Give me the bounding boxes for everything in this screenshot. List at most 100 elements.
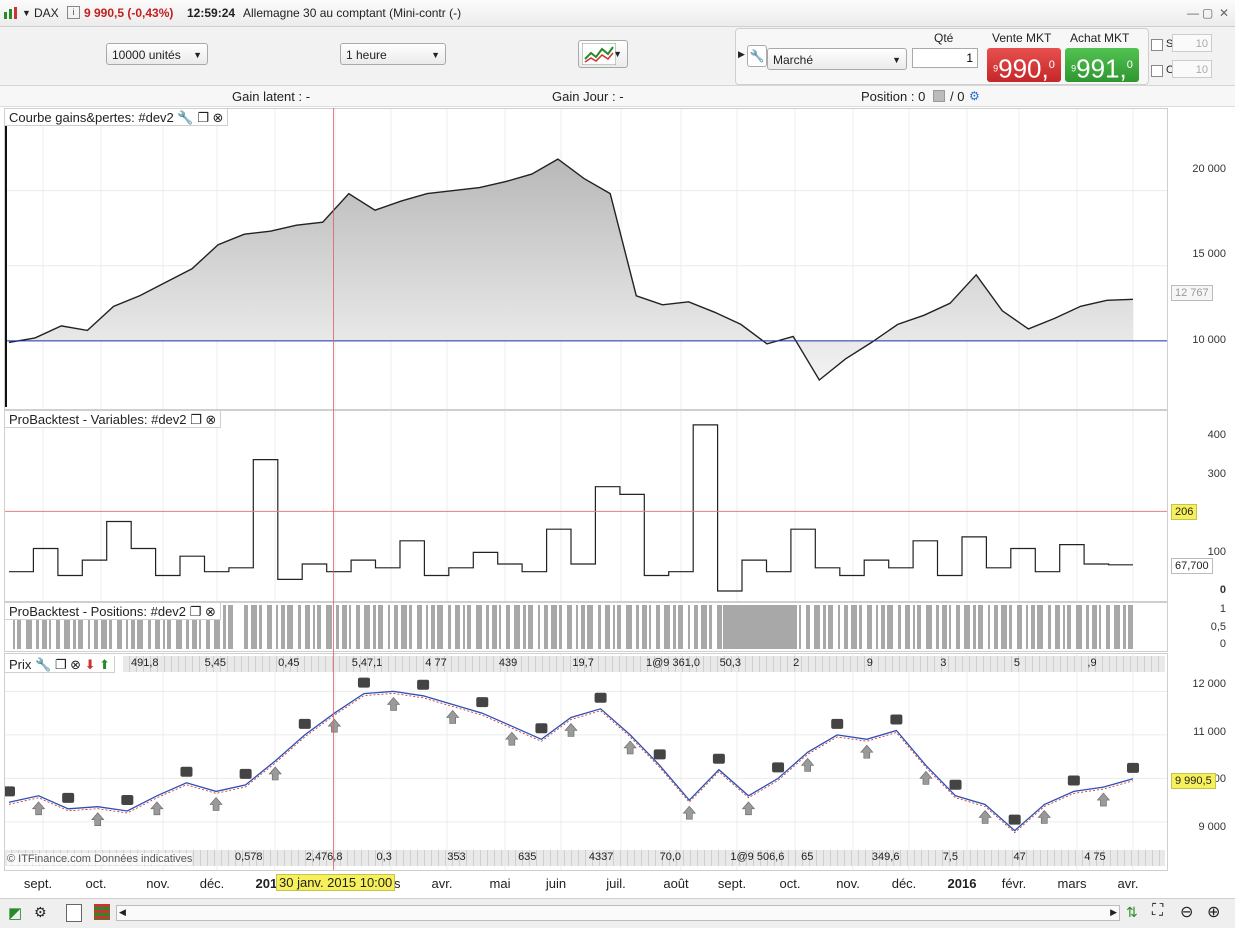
buy-marker [91, 812, 105, 826]
buy-marker [31, 801, 46, 816]
info-icon[interactable]: i [67, 6, 80, 19]
indicator-icon[interactable]: ⚙ [34, 904, 47, 920]
price-chart[interactable] [5, 654, 1167, 870]
s-checkbox[interactable] [1151, 39, 1163, 51]
position-bar [994, 605, 998, 649]
position-bar [287, 605, 293, 649]
positions-chart[interactable] [5, 603, 1167, 651]
band-value: 4 75 [1084, 851, 1106, 863]
position-bar [823, 605, 826, 649]
position-bar [267, 605, 272, 649]
cursor-line [333, 108, 334, 870]
buy-marker [564, 723, 578, 737]
position-bar [342, 605, 347, 649]
window-icon[interactable]: ❐ [189, 604, 202, 619]
buy-marker [682, 805, 696, 820]
y-tick: 100 [1207, 546, 1226, 558]
units-dropdown[interactable]: 10000 unités ▼ [106, 43, 208, 65]
x-axis-label: sept. [717, 876, 747, 891]
position-bar [814, 605, 820, 649]
y-tick: 11 000 [1193, 726, 1226, 738]
scroll-left-icon[interactable]: ◀ [119, 907, 126, 917]
maximize-button[interactable]: ▢ [1202, 6, 1214, 20]
calculator-icon[interactable] [933, 90, 945, 102]
position-bar [956, 605, 960, 649]
variables-chart[interactable] [5, 411, 1167, 601]
interval-dropdown[interactable]: 1 heure ▼ [340, 43, 446, 65]
position-bar [167, 605, 171, 649]
order-type-dropdown[interactable]: Marché ▼ [767, 48, 907, 70]
scroll-right-icon[interactable]: ▶ [1110, 907, 1117, 917]
qty-input[interactable] [912, 48, 978, 68]
expand-arrow-icon[interactable]: ▶ [738, 49, 745, 59]
chevron-down-icon: ▼ [613, 49, 622, 59]
band-value: 47 [1013, 851, 1026, 863]
position-bar [1063, 605, 1065, 649]
close-icon[interactable]: ⊗ [204, 604, 216, 619]
position-bar [437, 605, 443, 649]
s-input[interactable]: 10 [1172, 34, 1212, 52]
zoom-in-icon[interactable]: ⊕ [1207, 904, 1221, 921]
positions-panel-title: ProBacktest - Positions: #dev2 [9, 604, 187, 619]
o-checkbox[interactable] [1151, 65, 1163, 77]
y-tick: 10 000 [1192, 334, 1226, 346]
sell-arrow-icon[interactable]: ⬇ [84, 657, 96, 672]
layout-icon[interactable]: ◩ [8, 905, 23, 922]
position-bar [1048, 605, 1051, 649]
autoscale-icon[interactable]: ⇅ [1126, 904, 1138, 920]
zoom-out-icon[interactable]: ⊖ [1180, 904, 1194, 921]
close-icon[interactable]: ⊗ [212, 110, 224, 125]
equity-chart[interactable] [5, 109, 1167, 409]
wrench-icon[interactable]: 🔧 [747, 45, 767, 67]
position-bar [94, 605, 98, 649]
o-input[interactable]: 10 [1172, 60, 1212, 78]
y-tick: 400 [1207, 429, 1226, 441]
settings-gear-icon[interactable]: ⚙ [969, 89, 980, 103]
position-bar [598, 605, 601, 649]
sell-sup: 0 [1048, 59, 1055, 71]
position-bar [401, 605, 407, 649]
band-value: 5 [1013, 657, 1020, 669]
qty-label: Qté [934, 31, 954, 45]
dropdown-arrow-icon[interactable]: ▼ [22, 8, 31, 18]
position-bar [617, 605, 621, 649]
position-bar [851, 605, 857, 649]
position-bar [678, 605, 683, 649]
close-button[interactable]: ✕ [1219, 6, 1230, 20]
horizontal-scrollbar[interactable]: ◀ ▶ [116, 905, 1120, 921]
close-icon[interactable]: ⊗ [70, 657, 82, 672]
buy-small: 9 [1071, 63, 1077, 74]
wrench-icon[interactable]: 🔧 [177, 110, 194, 125]
positions-panel-header: ProBacktest - Positions: #dev2 ❐ ⊗ [5, 603, 221, 620]
band-value: 9 [866, 657, 873, 669]
o-label: O [1166, 64, 1175, 76]
window-icon[interactable]: ❐ [197, 110, 209, 125]
list-icon[interactable] [66, 904, 82, 922]
window-icon[interactable]: ❐ [54, 657, 67, 672]
chart-type-button[interactable]: ▼ [578, 40, 628, 68]
position-bar [806, 605, 810, 649]
zoom-fit-icon[interactable]: ⛶ [1152, 902, 1164, 919]
buy-arrow-icon[interactable]: ⬆ [99, 657, 111, 672]
interval-value: 1 heure [346, 48, 387, 62]
sell-marker [653, 749, 666, 760]
position-bar [978, 605, 983, 649]
y-tick: 300 [1207, 468, 1226, 480]
price-watermark: © ITFinance.com Données indicatives [7, 853, 193, 865]
position-bar [1092, 605, 1097, 649]
wrench-icon[interactable]: 🔧 [35, 657, 52, 672]
minimize-button[interactable]: — [1187, 6, 1199, 20]
buy-button[interactable]: 9991,0 [1065, 48, 1139, 84]
band-value: 1@9 506,6 [730, 851, 785, 863]
price-line [8, 690, 1134, 832]
x-axis-label: oct. [85, 876, 107, 891]
sell-button[interactable]: 9990,0 [987, 48, 1061, 84]
position-bar [448, 605, 451, 649]
position-bar [917, 605, 921, 649]
sell-marker [121, 795, 134, 806]
order-book-icon[interactable] [94, 904, 110, 920]
close-icon[interactable]: ⊗ [205, 412, 217, 427]
cursor-date-label: 30 janv. 2015 10:00 [276, 874, 396, 891]
window-icon[interactable]: ❐ [190, 412, 202, 427]
position-bar [587, 605, 593, 649]
